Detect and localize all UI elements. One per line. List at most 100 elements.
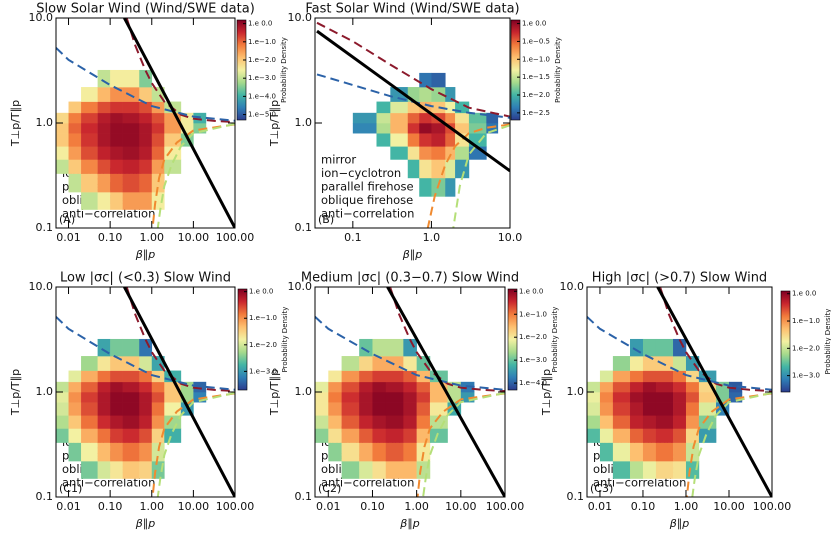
density-cell — [445, 177, 456, 197]
density-cell — [630, 392, 644, 403]
colorbar-tick-label: 1.e−1.0 — [249, 314, 277, 322]
x-tick-label: 100.00 — [753, 500, 792, 513]
density-cell — [139, 123, 153, 134]
density-cell — [390, 123, 409, 134]
density-cell — [655, 402, 674, 416]
density-cell — [81, 87, 98, 102]
density-cell — [416, 381, 431, 393]
threshold-line — [316, 29, 510, 173]
x-tick-label: 1.0 — [423, 231, 441, 244]
threshold-line — [56, 316, 235, 391]
density-cell — [164, 112, 182, 124]
density-cell — [328, 381, 342, 393]
density-cell — [612, 370, 631, 383]
density-cell — [630, 356, 644, 371]
density-cell — [151, 146, 165, 160]
density-cell — [180, 123, 194, 134]
density-cell — [642, 442, 657, 462]
density-cell — [376, 133, 391, 147]
density-cell — [716, 381, 730, 393]
colorbar-tick-label: 1.e 0.0 — [792, 290, 816, 298]
density-cell — [139, 461, 153, 479]
density-cell — [445, 133, 456, 147]
colorbar-label: Probability Density — [280, 37, 288, 103]
density-cell — [151, 415, 165, 429]
density-cell — [81, 428, 98, 443]
density-cell — [673, 428, 687, 443]
density-cell — [655, 381, 674, 393]
colorbar-tick-label: 1.e 0.0 — [519, 287, 543, 295]
density-cell — [315, 381, 329, 393]
density-cell — [642, 392, 657, 403]
density-cell — [68, 415, 82, 429]
density-cell — [685, 415, 700, 429]
density-cell — [403, 442, 417, 462]
density-cell — [122, 69, 140, 88]
density-cell — [315, 402, 329, 416]
density-cell — [328, 415, 342, 429]
density-cell — [673, 461, 687, 479]
density-cell — [698, 381, 717, 393]
density-cell — [68, 112, 82, 124]
density-cell — [139, 159, 153, 174]
density-cell — [97, 461, 111, 479]
panel-label: (C2) — [318, 482, 341, 495]
density-cell — [122, 101, 140, 114]
density-cell — [139, 69, 153, 88]
density-cell — [445, 101, 456, 114]
density-cell — [122, 159, 140, 174]
colorbar-tick-label: 1.e−2.5 — [522, 109, 550, 117]
density-cell — [429, 392, 448, 403]
density-cell — [139, 192, 153, 210]
density-cell — [455, 123, 470, 134]
density-cell — [685, 402, 700, 416]
density-cell — [728, 392, 743, 403]
threshold-line — [125, 287, 235, 393]
density-cell — [315, 428, 329, 443]
density-cell — [612, 428, 631, 443]
density-cell — [56, 381, 69, 393]
colorbar-tick-label: 1.e−0.5 — [522, 37, 550, 45]
density-cell — [97, 133, 111, 147]
density-cell — [655, 442, 674, 462]
density-cell — [359, 392, 373, 403]
x-axis-label: β∥p — [669, 517, 690, 530]
density-cell — [698, 415, 717, 429]
density-cell — [642, 415, 657, 429]
density-cell — [110, 133, 123, 147]
legend-entry: oblique firehose — [321, 193, 413, 207]
density-cell — [139, 381, 153, 393]
density-cell — [642, 428, 657, 443]
density-cell — [151, 173, 165, 193]
x-tick-label: 1.00 — [674, 500, 699, 513]
density-cell — [110, 428, 123, 443]
density-cell — [56, 123, 69, 134]
x-axis-label: β∥p — [135, 248, 156, 261]
density-cell — [180, 392, 194, 403]
density-cell — [139, 402, 153, 416]
density-cell — [151, 123, 165, 134]
density-cell — [372, 428, 387, 443]
threshold-line — [587, 316, 772, 391]
density-cell — [385, 415, 404, 429]
density-cell — [419, 133, 432, 147]
colorbar-tick-label: 1.e 0.0 — [249, 288, 273, 296]
density-cell — [390, 133, 409, 147]
density-cell — [122, 461, 140, 479]
density-cell — [164, 159, 182, 174]
density-cell — [728, 381, 743, 393]
density-cell — [630, 461, 644, 479]
density-cell — [68, 442, 82, 462]
density-cell — [403, 356, 417, 371]
density-cell — [341, 415, 360, 429]
density-cell — [139, 112, 153, 124]
density-cell — [372, 461, 387, 479]
threshold-line — [125, 18, 235, 124]
colorbar-tick-label: 1.e−3.0 — [792, 372, 820, 380]
density-cell — [407, 133, 420, 147]
colorbar-tick-label: 1.e−4.0 — [519, 379, 547, 387]
density-cell — [56, 112, 69, 124]
threshold-line — [151, 392, 235, 497]
density-cell — [328, 402, 342, 416]
